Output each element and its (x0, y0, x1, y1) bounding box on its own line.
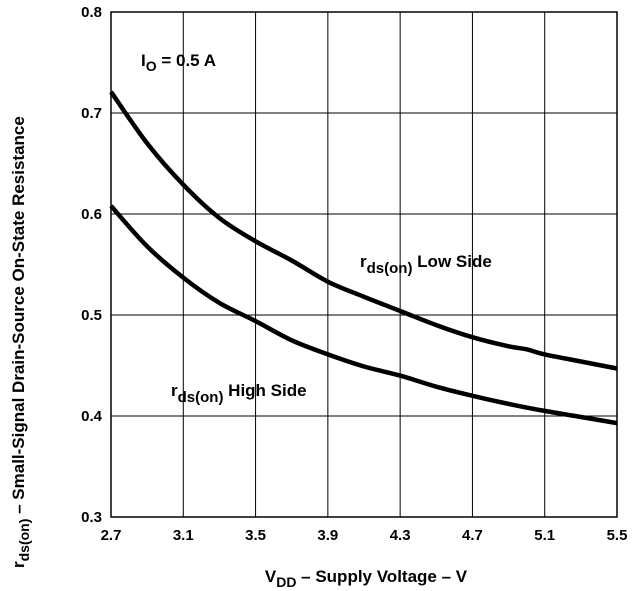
series-label-high-side-sub: ds(on) (178, 389, 224, 406)
series-label-high-side: rds(on) High Side (171, 381, 307, 406)
x-tick-label: 5.5 (607, 527, 628, 544)
y-axis-label-main: r (9, 561, 28, 568)
y-tick-label: 0.7 (81, 105, 102, 122)
x-tick-label: 3.1 (173, 527, 194, 544)
series-label-low-side-sub: ds(on) (367, 260, 413, 277)
y-axis-label-sub: ds(on) (16, 519, 32, 562)
x-axis-label-sub: DD (276, 574, 296, 590)
series-label-low-side: rds(on) Low Side (360, 252, 492, 277)
x-tick-label: 3.5 (245, 527, 266, 544)
series-line-low-side (109, 90, 618, 371)
annotation-main: I (141, 51, 146, 70)
y-axis-label-rest: – Small-Signal Drain-Source On-State Res… (9, 116, 28, 518)
series-label-low-side-main: r (360, 252, 367, 271)
series-layer (109, 90, 618, 426)
y-tick-label: 0.5 (81, 307, 102, 324)
y-axis-label: rds(on) – Small-Signal Drain-Source On-S… (9, 116, 32, 568)
x-tick-label: 4.7 (462, 527, 483, 544)
annotation-current: IO = 0.5 A (141, 51, 216, 74)
series-line-high-side (109, 204, 618, 426)
x-tick-label: 5.1 (534, 527, 555, 544)
y-tick-label: 0.4 (81, 408, 103, 425)
x-axis-label-rest: – Supply Voltage – V (296, 567, 467, 586)
series-label-low-side-rest: Low Side (412, 252, 491, 271)
y-tick-label: 0.8 (81, 4, 102, 21)
y-tick-label: 0.3 (81, 509, 102, 526)
tick-labels: 2.7 3.1 3.5 3.9 4.3 4.7 5.1 5.5 0.3 0.4 0.5 0.6 0.7 0… (81, 4, 627, 544)
x-axis-label: VDD – Supply Voltage – V (265, 567, 468, 590)
series-label-high-side-rest: High Side (223, 381, 306, 400)
annotation-sub: O (146, 58, 157, 74)
y-tick-label: 0.6 (81, 206, 102, 223)
series-label-high-side-main: r (171, 381, 178, 400)
x-tick-label: 3.9 (317, 527, 338, 544)
plot-frame (110, 11, 618, 518)
x-tick-label: 2.7 (101, 527, 122, 544)
annotation-rest: = 0.5 A (157, 51, 216, 70)
x-axis-label-main: V (265, 567, 277, 586)
x-tick-label: 4.3 (390, 527, 411, 544)
